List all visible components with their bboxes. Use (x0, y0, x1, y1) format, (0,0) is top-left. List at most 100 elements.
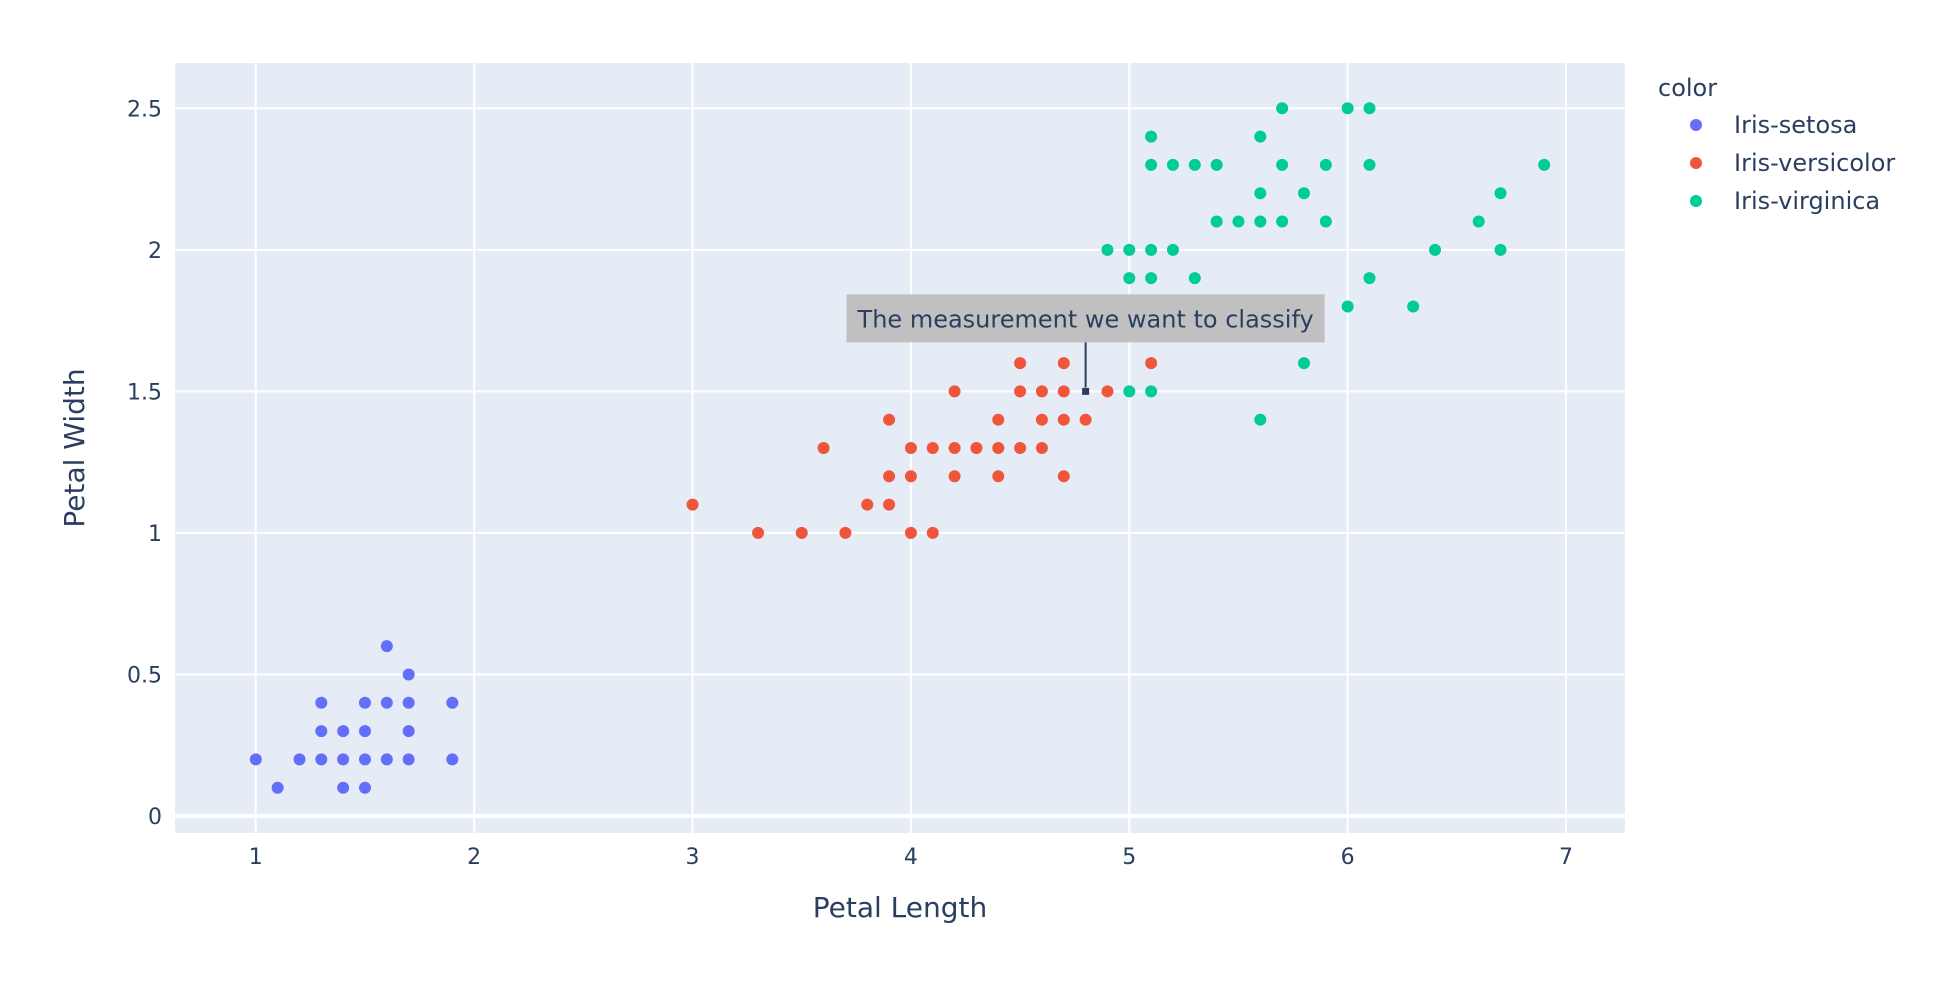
legend-marker (1690, 119, 1702, 131)
data-point (358, 753, 371, 766)
data-point (315, 725, 328, 738)
annotation-box (846, 294, 1325, 343)
data-point (337, 725, 350, 738)
data-point (1210, 215, 1223, 228)
x-tick-label: 1 (249, 845, 263, 870)
data-point (1319, 158, 1332, 171)
data-point (1057, 357, 1070, 370)
data-point (358, 725, 371, 738)
data-point (839, 526, 852, 539)
data-point (992, 470, 1005, 483)
data-point (1254, 413, 1267, 426)
plot-background (175, 63, 1625, 833)
data-point (380, 753, 393, 766)
data-point (904, 442, 917, 454)
data-point (904, 526, 917, 539)
x-tick-label: 5 (1122, 845, 1136, 870)
data-point (1319, 215, 1332, 228)
data-point (380, 696, 393, 709)
legend-label: Iris-virginica (1734, 187, 1880, 215)
data-point (315, 696, 328, 709)
data-point (1101, 243, 1114, 256)
data-point (926, 442, 939, 454)
data-point (1538, 158, 1551, 171)
data-point (1254, 130, 1267, 143)
grid-lines (175, 63, 1625, 833)
y-tick-label: 2.5 (127, 97, 162, 122)
data-point (1145, 243, 1158, 256)
y-tick-label: 0.5 (127, 663, 162, 688)
data-point (1363, 272, 1376, 285)
legend-label: Iris-versicolor (1734, 149, 1895, 177)
data-point (795, 526, 808, 539)
data-point (1145, 385, 1158, 398)
data-point (1429, 243, 1442, 256)
data-point (358, 696, 371, 709)
data-point (1494, 187, 1507, 200)
data-point (817, 442, 830, 454)
y-tick-label: 0 (148, 805, 162, 830)
y-tick-label: 1 (148, 522, 162, 547)
data-point (1494, 243, 1507, 256)
data-point (1035, 442, 1048, 454)
data-point (970, 442, 983, 454)
data-point (926, 526, 939, 539)
y-tick-label: 2 (148, 239, 162, 264)
data-point (1123, 385, 1136, 398)
data-point (1188, 272, 1201, 285)
data-point (1014, 385, 1027, 398)
data-point (337, 781, 350, 794)
data-point (1297, 187, 1310, 200)
data-point (1363, 158, 1376, 171)
data-point (1166, 158, 1179, 171)
data-point (1254, 215, 1267, 228)
data-point (1123, 272, 1136, 285)
data-point (1145, 130, 1158, 143)
annotation-text: The measurement we want to classify (857, 305, 1314, 333)
data-point (1035, 413, 1048, 426)
data-points (249, 102, 1551, 794)
x-tick-label: 2 (467, 845, 481, 870)
data-point (904, 470, 917, 483)
series-iris-setosa (249, 640, 459, 794)
legend-title: color (1658, 74, 1717, 102)
data-point (402, 725, 415, 738)
y-tick-label: 1.5 (127, 380, 162, 405)
data-point (271, 781, 284, 794)
data-point (948, 385, 961, 398)
data-point (1276, 215, 1289, 228)
data-point (992, 442, 1005, 454)
data-point (1341, 102, 1354, 115)
data-point (446, 753, 459, 766)
data-point (358, 781, 371, 794)
tick-labels: 1 2 3 4 5 6 7 0 0.5 1 1.5 2 2.5 (127, 97, 1573, 870)
data-point (1188, 158, 1201, 171)
data-point (1035, 385, 1048, 398)
data-point (402, 696, 415, 709)
data-point (861, 498, 874, 511)
data-point (1014, 357, 1027, 370)
data-point (1123, 243, 1136, 256)
data-point (883, 413, 896, 426)
data-point (1232, 215, 1245, 228)
data-point (1166, 243, 1179, 256)
x-tick-label: 3 (686, 845, 700, 870)
data-point (1145, 158, 1158, 171)
data-point (402, 753, 415, 766)
data-point (1145, 272, 1158, 285)
x-tick-label: 7 (1559, 845, 1573, 870)
series-iris-virginica (1014, 102, 1551, 426)
data-point (1341, 300, 1354, 313)
data-point (446, 696, 459, 709)
data-point (1057, 413, 1070, 426)
y-axis-title: Petal Width (58, 368, 91, 527)
data-point (380, 640, 393, 653)
data-point (249, 753, 262, 766)
x-tick-label: 4 (904, 845, 918, 870)
data-point (948, 470, 961, 483)
data-point (293, 753, 306, 766)
data-point (402, 668, 415, 681)
data-point (1079, 413, 1092, 426)
